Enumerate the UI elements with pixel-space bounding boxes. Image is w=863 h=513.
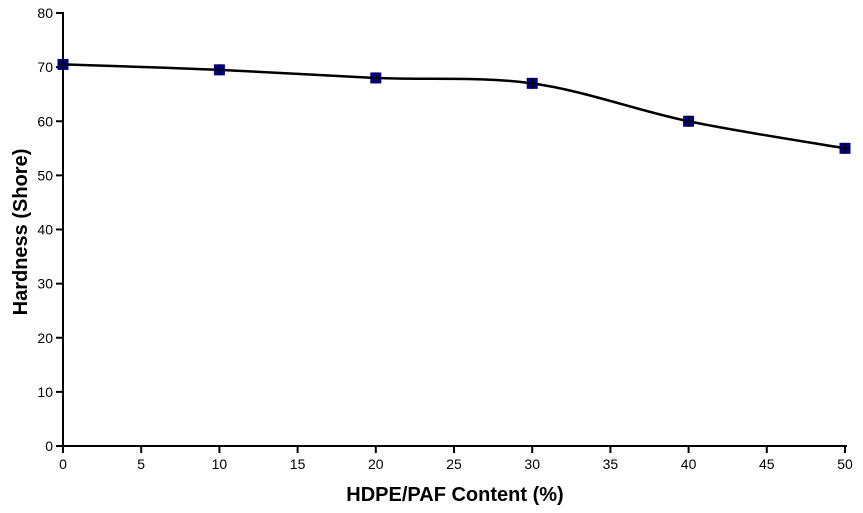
x-tick-label: 50 xyxy=(837,456,853,472)
axes xyxy=(62,12,847,447)
series-line xyxy=(62,63,846,150)
x-tick-label: 30 xyxy=(524,456,540,472)
series-path xyxy=(62,63,846,150)
x-axis-title: HDPE/PAF Content (%) xyxy=(346,484,563,506)
y-tick-label: 10 xyxy=(37,384,53,400)
y-tick-label: 60 xyxy=(37,113,53,129)
y-tick-label: 30 xyxy=(37,276,53,292)
y-tick-label: 40 xyxy=(37,222,53,238)
x-tick-label: 25 xyxy=(446,456,462,472)
x-tick-label: 40 xyxy=(681,456,697,472)
y-tick-label: 80 xyxy=(37,5,53,21)
x-tick-label: 35 xyxy=(603,456,619,472)
tick-labels: 0 10 20 30 40 50 60 70 80 0 5 10 15 20 25 30 35 40 45 50 xyxy=(37,5,853,472)
x-tick-label: 5 xyxy=(137,456,145,472)
y-axis-title: Hardness (Shore) xyxy=(10,149,32,316)
y-tick-label: 50 xyxy=(37,167,53,183)
data-point-marker xyxy=(57,58,69,70)
data-point-marker xyxy=(683,115,695,127)
x-tick-label: 45 xyxy=(759,456,775,472)
data-point-marker xyxy=(370,72,382,84)
x-tick-label: 10 xyxy=(212,456,228,472)
tick-marks xyxy=(56,12,846,453)
data-point-marker xyxy=(526,77,538,89)
x-tick-label: 0 xyxy=(59,456,67,472)
x-tick-label: 15 xyxy=(290,456,306,472)
y-tick-label: 20 xyxy=(37,330,53,346)
x-tick-label: 20 xyxy=(368,456,384,472)
data-point-markers xyxy=(57,58,851,154)
y-tick-label: 70 xyxy=(37,59,53,75)
data-point-marker xyxy=(213,64,225,76)
y-tick-label: 0 xyxy=(45,438,53,454)
data-point-marker xyxy=(839,142,851,154)
